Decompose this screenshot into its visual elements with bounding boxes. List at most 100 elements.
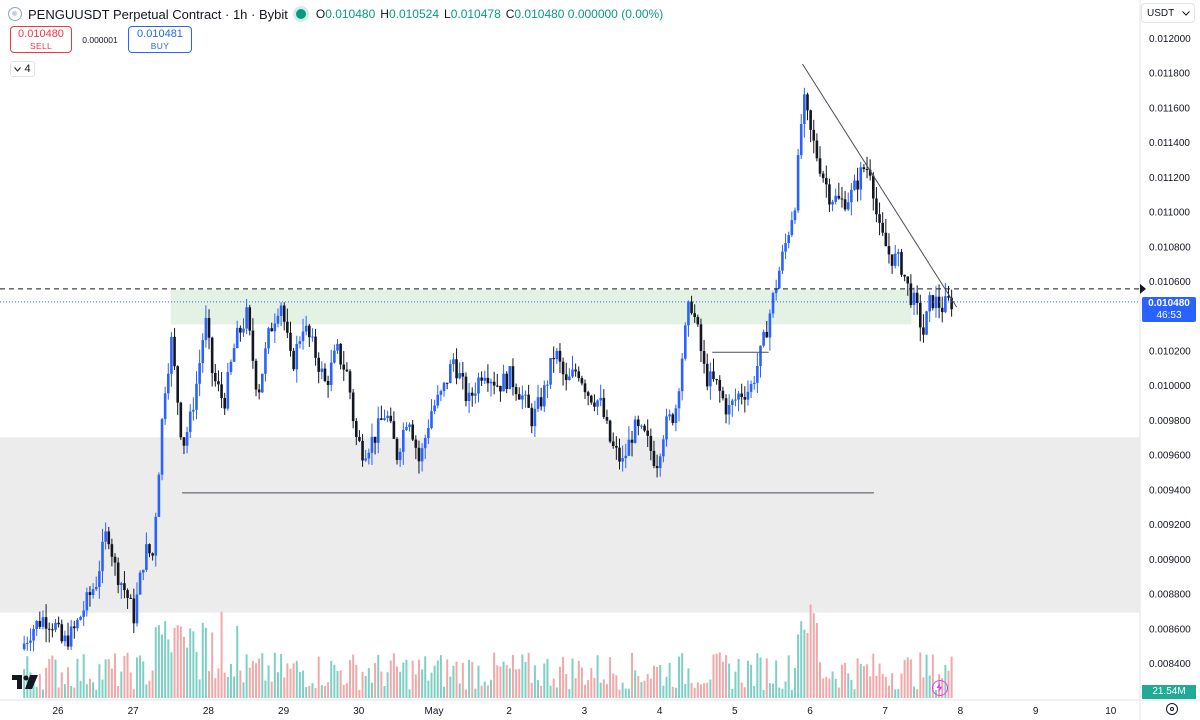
candle-body [915, 292, 919, 303]
candle-body [931, 295, 935, 309]
currency-select[interactable]: USDT [1141, 3, 1195, 23]
volume-bar [320, 685, 323, 698]
candle-body [320, 368, 324, 372]
bar-countdown: 46:53 [1156, 310, 1182, 321]
volume-bar [126, 652, 129, 698]
volume-bar [468, 659, 471, 698]
volume-bar [358, 689, 361, 698]
volume-bar [217, 668, 220, 698]
candle-body [342, 364, 346, 370]
time-tick-label: 4 [657, 706, 663, 717]
candle-body [881, 222, 884, 233]
candle-body [643, 425, 646, 431]
candle-body [157, 474, 161, 517]
volume-bar [819, 662, 822, 698]
volume-bar [123, 655, 126, 698]
volume-bar [919, 652, 922, 698]
volume-bar [208, 671, 211, 698]
candle-body [589, 395, 593, 403]
candle-body [834, 195, 837, 202]
volume-bar [652, 665, 655, 698]
time-tick-label: 28 [203, 706, 215, 717]
candle-body [141, 569, 145, 573]
buy-button[interactable]: 0.010481 BUY [128, 26, 192, 53]
candle-body [868, 169, 872, 176]
settings-gear-icon[interactable] [1166, 703, 1178, 715]
time-tick-label: 9 [1033, 706, 1039, 717]
candle-body [721, 390, 725, 399]
volume-bar [480, 685, 483, 698]
volume-bar [875, 675, 878, 698]
candle-body [897, 252, 900, 254]
volume-bar [98, 664, 101, 698]
volume-bar [884, 676, 887, 698]
indicators-toggle-button[interactable]: 4 [10, 61, 35, 77]
candle-body [602, 397, 606, 418]
volume-bar [201, 622, 204, 698]
candle-body [307, 325, 311, 338]
candle-body [47, 628, 51, 630]
candle-body [217, 381, 220, 385]
candle-body [677, 391, 681, 409]
market-status-icon [295, 9, 306, 19]
candle-body [427, 427, 430, 439]
volume-bar [430, 672, 433, 698]
candle-body [853, 180, 856, 190]
candle-body [480, 377, 483, 381]
candle-body [856, 180, 859, 190]
candle-body [94, 586, 98, 590]
candle-body [712, 371, 715, 380]
candle-body [182, 437, 186, 446]
sell-price: 0.010480 [18, 28, 64, 40]
candle-body [295, 343, 299, 370]
candle-body [405, 427, 408, 430]
candle-body [922, 327, 925, 335]
volume-bar [668, 662, 671, 698]
volume-bar [120, 671, 123, 698]
volume-bar [740, 682, 743, 698]
candle-body [568, 376, 571, 381]
candle-body [192, 409, 195, 412]
symbol-title[interactable]: PENGUUSDT Perpetual Contract · 1h · Bybi… [28, 6, 288, 22]
candle-body [618, 447, 621, 462]
volume-bar [192, 631, 195, 698]
volume-bar [176, 625, 179, 698]
candle-body [408, 424, 411, 428]
volume-bar [85, 684, 88, 698]
candle-body [72, 626, 76, 629]
candle-body [201, 340, 205, 364]
candle-body [492, 381, 496, 386]
candle-body [361, 440, 364, 461]
candle-body [380, 418, 383, 420]
volume-bar [352, 654, 355, 698]
tradingview-logo-icon[interactable] [12, 675, 38, 689]
volume-bar [483, 681, 486, 698]
volume-bar [392, 653, 395, 698]
price-tick-label: 0.009800 [1149, 416, 1191, 427]
volume-bar [95, 689, 98, 698]
volume-bar [558, 666, 561, 698]
candle-body [458, 373, 461, 379]
volume-bar [728, 663, 731, 698]
candle-body [674, 408, 678, 423]
volume-bar [248, 667, 251, 698]
volume-bar [709, 679, 712, 698]
volume-bar [593, 677, 596, 698]
volume-bar [367, 668, 370, 698]
volume-bar [931, 654, 934, 698]
candle-body [517, 394, 521, 400]
volume-bar [665, 676, 668, 698]
candle-body [63, 635, 67, 642]
volume-bar [502, 661, 505, 698]
volume-bar [731, 688, 734, 698]
ohlc-open-key: O [315, 7, 326, 21]
candle-body [420, 448, 424, 462]
lightning-icon[interactable] [932, 680, 948, 696]
candle-body [652, 450, 656, 466]
candle-body [248, 307, 252, 331]
candle-body [414, 439, 418, 448]
sell-button[interactable]: 0.010480 SELL [10, 26, 72, 53]
candle-body [254, 360, 258, 390]
